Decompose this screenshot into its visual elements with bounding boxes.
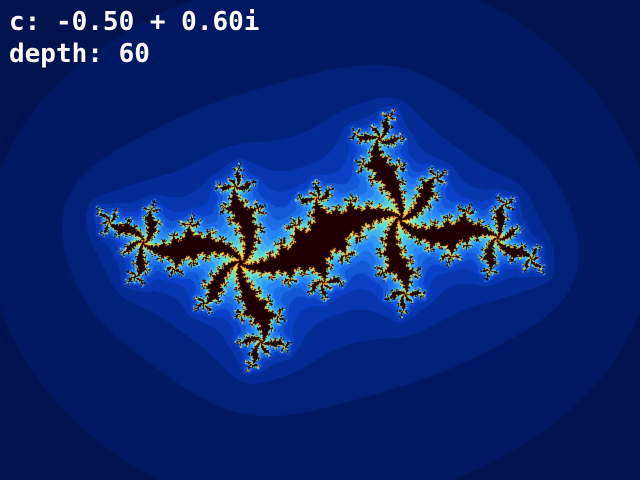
hud-overlay: c: -0.50 + 0.60i depth: 60	[9, 6, 259, 70]
depth-readout: depth: 60	[9, 39, 150, 69]
parameter-readout: c: -0.50 + 0.60i	[9, 7, 260, 37]
